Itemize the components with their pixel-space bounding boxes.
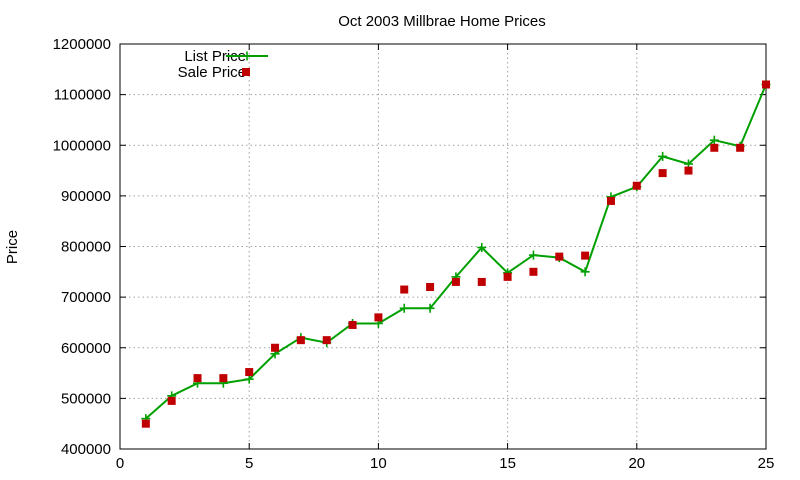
list-price-point (399, 303, 409, 313)
sale-price-point (400, 285, 409, 294)
sale-price-point (581, 251, 590, 260)
series (141, 80, 771, 428)
sale-price-point (167, 396, 176, 405)
y-tick-label: 500000 (61, 390, 111, 407)
sale-price-point (555, 252, 564, 261)
sale-price-point (503, 272, 512, 281)
axis-ticks: 0 5 10 15 20 25 400000 500000 600000 700000 800000… (53, 36, 775, 472)
list-price-point (658, 151, 668, 161)
legend-swatch-square (242, 68, 250, 76)
x-tick-label: 5 (245, 455, 253, 472)
y-tick-label: 800000 (61, 239, 111, 256)
y-tick-label: 1100000 (54, 87, 111, 104)
list-price-point (244, 374, 254, 384)
x-tick-label: 10 (370, 455, 387, 472)
chart-title: Oct 2003 Millbrae Home Prices (338, 13, 546, 30)
sale-price-point (271, 343, 280, 352)
list-price-point (709, 135, 719, 145)
sale-price-point (736, 143, 745, 152)
list-price-point (528, 250, 538, 260)
series-1 (141, 80, 770, 428)
grid (120, 44, 766, 449)
y-tick-label: 600000 (61, 340, 111, 357)
list-price-point (580, 267, 590, 277)
sale-price-point (296, 336, 305, 345)
y-tick-label: 700000 (61, 289, 111, 306)
x-tick-label: 20 (628, 455, 645, 472)
sale-price-point (658, 169, 667, 178)
sale-price-point (529, 267, 538, 276)
sale-price-point (426, 283, 435, 291)
y-tick-label: 1000000 (53, 137, 111, 154)
x-tick-label: 0 (116, 455, 124, 472)
sale-price-point (710, 143, 719, 152)
sale-price-point (451, 277, 460, 286)
sale-price-point (141, 419, 150, 428)
sale-price-point (245, 368, 254, 377)
list-price-line (145, 84, 767, 420)
y-axis-label: Price (4, 230, 21, 264)
legend-label: Sale Price (178, 64, 246, 81)
sale-price-point (762, 80, 770, 89)
x-tick-label: 15 (499, 455, 516, 472)
sale-price-point (374, 313, 383, 322)
legend-label: List Price (184, 48, 246, 65)
sale-price-point (348, 320, 357, 329)
sale-price-point (219, 374, 228, 383)
sale-price-point (684, 166, 693, 175)
y-tick-label: 400000 (61, 441, 111, 458)
y-tick-label: 1200000 (53, 36, 111, 53)
sale-price-point (322, 336, 331, 345)
sale-price-point (606, 196, 615, 205)
sale-price-point (193, 374, 202, 383)
x-tick-label: 25 (758, 455, 775, 472)
series-0 (141, 80, 771, 424)
list-price-point (425, 303, 435, 313)
sale-price-point (632, 181, 641, 190)
sale-price-point (477, 277, 486, 286)
y-tick-label: 900000 (61, 188, 111, 205)
legend-swatch-point (242, 51, 252, 61)
list-price-point (477, 243, 487, 253)
